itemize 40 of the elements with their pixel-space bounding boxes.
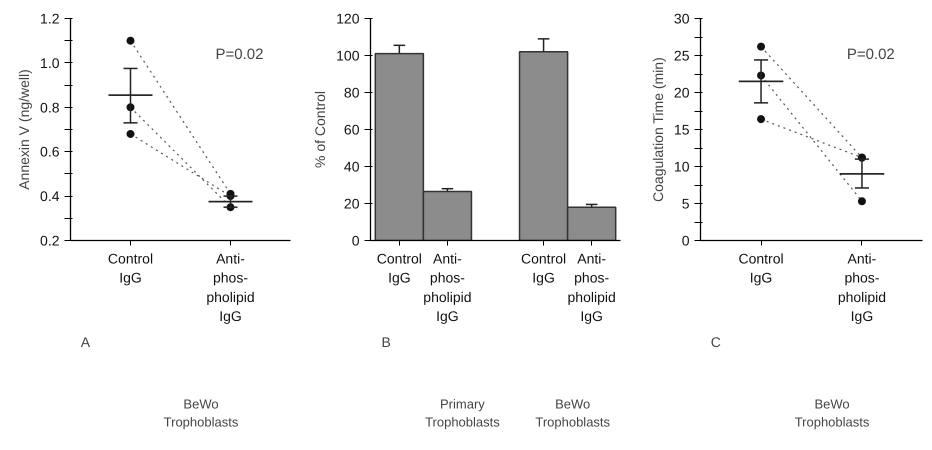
y-tick-label: 30 (674, 10, 690, 26)
y-tick-label: 40 (344, 158, 360, 174)
y-tick-label: 60 (344, 122, 360, 138)
y-tick-label: 0.2 (40, 232, 60, 248)
x-tick-label: Control IgG (108, 250, 154, 286)
y-tick-label: 15 (674, 122, 690, 138)
text: A (80, 334, 91, 350)
x-tick-label: Anti- phos- pholipid IgG (838, 250, 886, 324)
x-tick-label: Anti- phos- pholipid IgG (568, 250, 616, 324)
y-tick-label: 20 (674, 84, 690, 100)
y-tick-label: 0.4 (40, 188, 60, 204)
y-tick-label: 10 (674, 158, 690, 174)
text: BeWo Trophoblasts (794, 396, 870, 430)
y-tick-label: 20 (344, 196, 360, 212)
y-axis-title: % of Control (312, 90, 328, 168)
y-tick-label: 5 (682, 196, 690, 212)
y-tick-label: 25 (674, 48, 690, 64)
annotation: P=0.02 (216, 46, 264, 63)
x-tick-label: Control IgG (376, 250, 422, 286)
x-tick-label: Control IgG (521, 250, 566, 286)
y-tick-label: 1.0 (40, 54, 60, 71)
y-tick-label: 0 (682, 232, 690, 248)
y-tick-label: 0 (352, 232, 360, 248)
y-tick-label: 0.6 (40, 144, 60, 160)
y-tick-label: 120 (336, 10, 360, 26)
y-tick-label: 0.8 (40, 99, 60, 116)
text: B (382, 334, 391, 350)
y-axis-title: Annexin V (ng/well) (16, 69, 32, 190)
text: BeWo Trophoblasts (535, 396, 611, 430)
y-axis-title: Coagulation Time (min) (650, 57, 666, 202)
annotation: P=0.02 (846, 46, 895, 63)
x-tick-label: Anti- phos- pholipid IgG (423, 250, 472, 324)
y-tick-label: 1.2 (40, 10, 60, 26)
y-tick-label: 80 (344, 84, 360, 100)
x-tick-label: Control IgG (738, 250, 784, 286)
y-tick-label: 100 (336, 48, 360, 64)
x-tick-label: Anti- phos- pholipid IgG (206, 250, 255, 324)
text: BeWo Trophoblasts (164, 396, 239, 430)
text: Primary Trophoblasts (425, 396, 500, 430)
text: C (710, 334, 721, 350)
